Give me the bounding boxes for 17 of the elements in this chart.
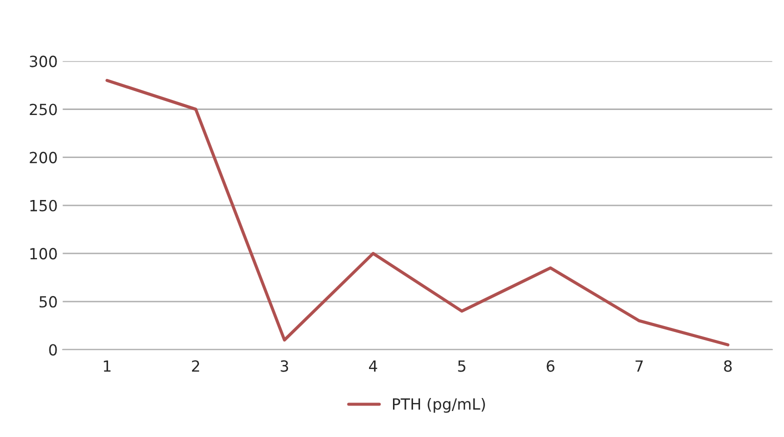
y-tick-label: 300 — [30, 56, 57, 68]
x-tick-label: 3 — [280, 360, 288, 372]
x-tick-label: 6 — [546, 360, 554, 372]
x-tick-label: 2 — [192, 360, 200, 372]
y-tick-label: 100 — [30, 248, 57, 260]
x-tick-label: 7 — [636, 360, 643, 372]
y-tick-label: 200 — [30, 152, 57, 164]
line-series — [106, 78, 730, 346]
y-tick-label: 250 — [30, 104, 57, 116]
x-tick-label: 5 — [458, 360, 466, 372]
x-tick-label: 1 — [104, 360, 111, 372]
legend-label: PTH (pg/mL) — [392, 398, 485, 413]
y-tick-label: 50 — [40, 296, 57, 308]
x-tick-label: 8 — [724, 360, 732, 372]
y-tick-label: 150 — [30, 200, 57, 212]
x-tick-label: 4 — [369, 360, 378, 372]
y-tick-label: 0 — [49, 344, 57, 356]
